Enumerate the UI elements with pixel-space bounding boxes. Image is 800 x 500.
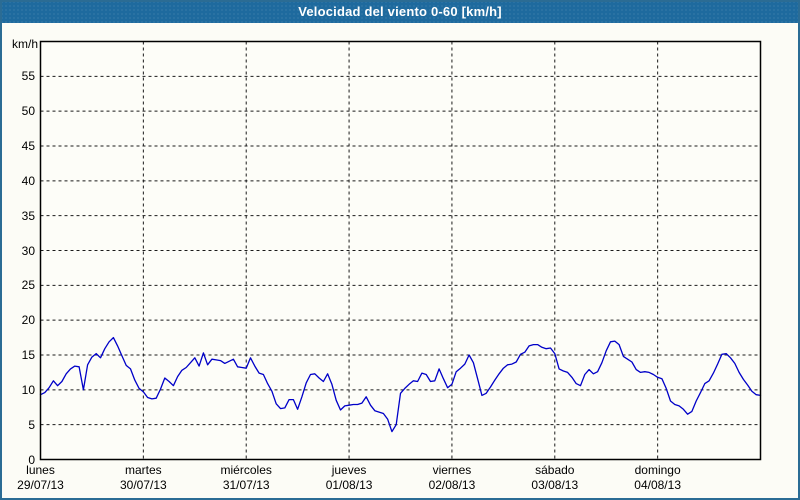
window-titlebar: Velocidad del viento 0-60 [km/h]: [0, 0, 800, 23]
chart-title: Velocidad del viento 0-60 [km/h]: [298, 4, 502, 19]
y-axis-unit-label: km/h: [11, 37, 38, 51]
